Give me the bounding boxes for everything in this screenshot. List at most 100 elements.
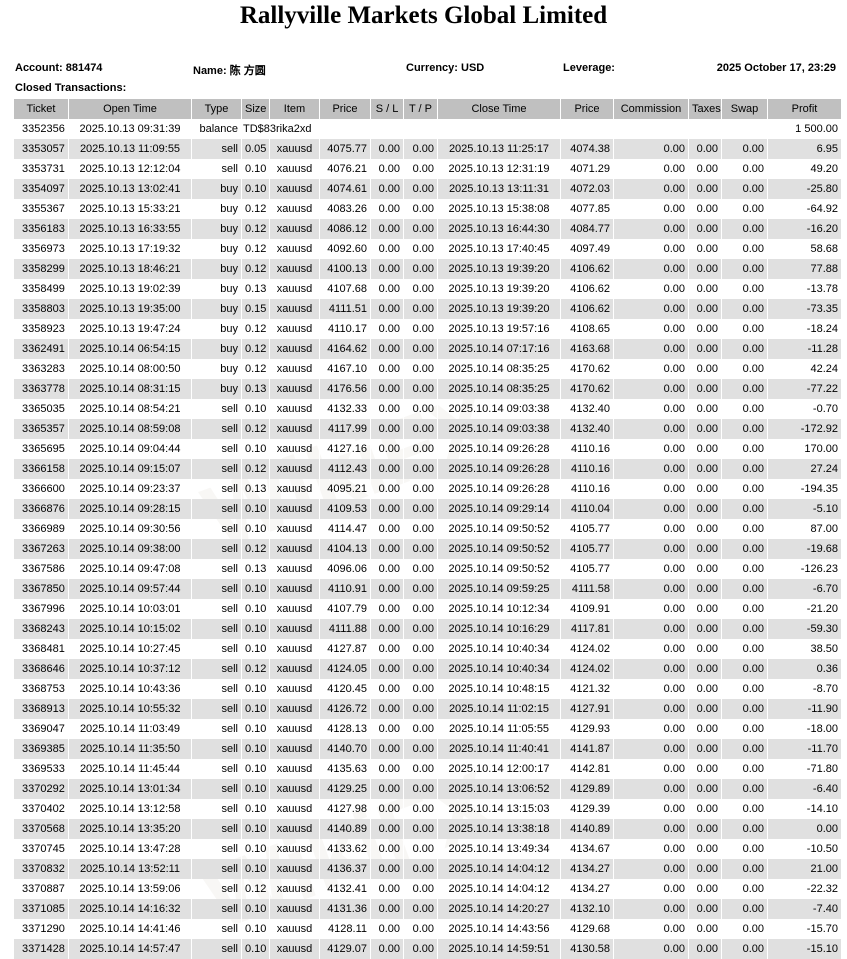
open-time-cell: 2025.10.14 08:00:50 xyxy=(68,359,192,379)
profit-cell: 42.24 xyxy=(767,359,842,379)
swap-cell: 0.00 xyxy=(721,759,768,779)
profit-cell: -172.92 xyxy=(767,419,842,439)
sl-cell: 0.00 xyxy=(370,899,404,919)
currency-info: Currency: USD xyxy=(406,62,485,74)
profit-cell: 170.00 xyxy=(767,439,842,459)
swap-cell: 0.00 xyxy=(721,639,768,659)
type-cell: buy xyxy=(191,299,242,319)
ticket-cell: 3371290 xyxy=(13,919,69,939)
close-time-cell: 2025.10.14 14:20:27 xyxy=(437,899,561,919)
swap-cell: 0.00 xyxy=(721,619,768,639)
table-row: 3371428 2025.10.14 14:57:47 sell 0.10 xauusd… xyxy=(13,939,842,959)
open-price-cell: 4110.91 xyxy=(319,579,371,599)
commission-cell: 0.00 xyxy=(613,579,689,599)
close-time-cell: 2025.10.14 12:00:17 xyxy=(437,759,561,779)
ticket-cell: 3370292 xyxy=(13,779,69,799)
ticket-cell: 3366876 xyxy=(13,499,69,519)
size-cell: 0.13 xyxy=(241,479,270,499)
table-row: 3358923 2025.10.13 19:47:24 buy 0.12 xauusd 4… xyxy=(13,319,842,339)
commission-cell: 0.00 xyxy=(613,499,689,519)
table-row: 3367996 2025.10.14 10:03:01 sell 0.10 xauusd… xyxy=(13,599,842,619)
taxes-cell: 0.00 xyxy=(688,799,722,819)
swap-cell: 0.00 xyxy=(721,179,768,199)
open-time-cell: 2025.10.13 13:02:41 xyxy=(68,179,192,199)
close-time-cell: 2025.10.14 14:43:56 xyxy=(437,919,561,939)
sl-cell: 0.00 xyxy=(370,499,404,519)
open-price-cell: 4131.36 xyxy=(319,899,371,919)
tp-cell: 0.00 xyxy=(403,939,438,959)
taxes-cell: 0.00 xyxy=(688,219,722,239)
size-cell: 0.12 xyxy=(241,419,270,439)
close-time-cell: 2025.10.13 17:40:45 xyxy=(437,239,561,259)
type-cell: sell xyxy=(191,819,242,839)
item-cell: xauusd xyxy=(269,219,320,239)
size-cell: 0.10 xyxy=(241,179,270,199)
table-row: 3367586 2025.10.14 09:47:08 sell 0.13 xauusd… xyxy=(13,559,842,579)
ticket-cell: 3358923 xyxy=(13,319,69,339)
tp-cell: 0.00 xyxy=(403,599,438,619)
taxes-cell: 0.00 xyxy=(688,819,722,839)
sl-cell: 0.00 xyxy=(370,799,404,819)
open-price-cell: 4107.79 xyxy=(319,599,371,619)
close-time-cell: 2025.10.14 14:04:12 xyxy=(437,859,561,879)
ticket-cell: 3371085 xyxy=(13,899,69,919)
ticket-cell: 3367586 xyxy=(13,559,69,579)
close-time-cell: 2025.10.13 12:31:19 xyxy=(437,159,561,179)
type-cell: sell xyxy=(191,439,242,459)
profit-cell: -18.24 xyxy=(767,319,842,339)
item-cell: xauusd xyxy=(269,699,320,719)
swap-cell: 0.00 xyxy=(721,839,768,859)
close-time-cell: 2025.10.14 08:35:25 xyxy=(437,379,561,399)
profit-cell: -77.22 xyxy=(767,379,842,399)
tp-cell: 0.00 xyxy=(403,319,438,339)
swap-cell: 0.00 xyxy=(721,459,768,479)
close-time-cell: 2025.10.13 11:25:17 xyxy=(437,139,561,159)
open-price-cell: 4109.53 xyxy=(319,499,371,519)
size-cell: 0.10 xyxy=(241,639,270,659)
column-header-taxes: Taxes xyxy=(688,99,722,119)
type-cell: sell xyxy=(191,579,242,599)
profit-cell: -0.70 xyxy=(767,399,842,419)
item-cell: xauusd xyxy=(269,719,320,739)
tp-cell: 0.00 xyxy=(403,179,438,199)
open-price-cell: 4164.62 xyxy=(319,339,371,359)
size-cell: 0.10 xyxy=(241,839,270,859)
close-time-cell: 2025.10.13 19:39:20 xyxy=(437,259,561,279)
commission-cell: 0.00 xyxy=(613,879,689,899)
commission-cell: 0.00 xyxy=(613,259,689,279)
item-cell: xauusd xyxy=(269,899,320,919)
type-cell: sell xyxy=(191,859,242,879)
taxes-cell: 0.00 xyxy=(688,519,722,539)
taxes-cell: 0.00 xyxy=(688,439,722,459)
profit-cell: 0.00 xyxy=(767,819,842,839)
taxes-cell: 0.00 xyxy=(688,139,722,159)
table-row: 3368753 2025.10.14 10:43:36 sell 0.10 xauusd… xyxy=(13,679,842,699)
size-cell: 0.13 xyxy=(241,559,270,579)
commission-cell: 0.00 xyxy=(613,719,689,739)
type-cell: sell xyxy=(191,539,242,559)
open-price-cell: 4114.47 xyxy=(319,519,371,539)
tp-cell: 0.00 xyxy=(403,379,438,399)
swap-cell: 0.00 xyxy=(721,899,768,919)
table-row: 3370402 2025.10.14 13:12:58 sell 0.10 xauusd… xyxy=(13,799,842,819)
profit-cell: 27.24 xyxy=(767,459,842,479)
close-price-cell: 4111.58 xyxy=(560,579,614,599)
item-cell: xauusd xyxy=(269,519,320,539)
sl-cell: 0.00 xyxy=(370,459,404,479)
ticket-cell: 3356973 xyxy=(13,239,69,259)
item-cell: xauusd xyxy=(269,619,320,639)
close-time-cell: 2025.10.14 10:48:15 xyxy=(437,679,561,699)
open-time-cell: 2025.10.14 09:57:44 xyxy=(68,579,192,599)
sl-cell: 0.00 xyxy=(370,139,404,159)
tp-cell: 0.00 xyxy=(403,419,438,439)
table-row: 3367263 2025.10.14 09:38:00 sell 0.12 xauusd… xyxy=(13,539,842,559)
item-cell: xauusd xyxy=(269,419,320,439)
type-cell: sell xyxy=(191,919,242,939)
close-time-cell: 2025.10.14 10:40:34 xyxy=(437,639,561,659)
table-row: 3366989 2025.10.14 09:30:56 sell 0.10 xauusd… xyxy=(13,519,842,539)
ticket-cell: 3353057 xyxy=(13,139,69,159)
profit-cell: -18.00 xyxy=(767,719,842,739)
profit-cell: 49.20 xyxy=(767,159,842,179)
close-time-cell: 2025.10.14 09:03:38 xyxy=(437,419,561,439)
